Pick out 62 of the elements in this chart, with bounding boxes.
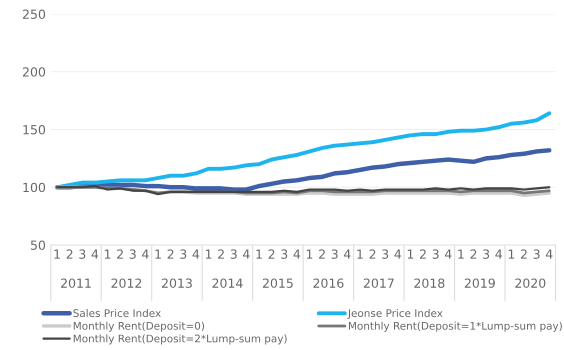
x-tick-label: 3 — [281, 249, 288, 259]
text: 2015 — [262, 278, 293, 288]
text: 2012 — [111, 278, 142, 288]
x-tick-label: 4 — [444, 250, 452, 259]
x-tick-label: 3 — [79, 249, 86, 259]
text: 2020 — [515, 278, 546, 288]
x-tick-label: 3 — [382, 249, 388, 259]
x-tick-label: 3 — [432, 249, 439, 259]
x-tick-label: 4 — [293, 250, 300, 259]
x-tick-label: 4 — [142, 250, 149, 259]
x-tick-label: 2 — [168, 249, 174, 259]
x-tick-label: 1 — [104, 250, 110, 259]
x-tick-label: 1 — [306, 250, 312, 259]
x-tick-label: 1 — [54, 250, 60, 259]
y-tick-label: 150 — [23, 124, 46, 134]
x-tick-label: 2 — [117, 249, 123, 259]
line-series — [54, 148, 552, 192]
x-tick-label: 4 — [192, 250, 200, 259]
x-tick-label: 2 — [520, 249, 527, 259]
x-tick-label: 3 — [130, 249, 136, 259]
x-tick-label: 2 — [369, 249, 376, 259]
x-tick-label: 3 — [483, 249, 490, 259]
text: 2011 — [61, 278, 91, 288]
legend-label: Monthly Rent(Deposit=1*Lump-sum pay) — [348, 322, 562, 332]
y-tick-label: 100 — [23, 182, 46, 192]
x-tick-label: 4 — [242, 250, 250, 259]
x-tick-label: 4 — [344, 250, 351, 259]
x-tick-label: 4 — [92, 250, 98, 259]
y-tick-label: 250 — [22, 9, 46, 19]
x-tick-label: 1 — [357, 250, 363, 259]
x-tick-label: 4 — [495, 250, 502, 259]
text: 2017 — [364, 278, 394, 288]
x-tick-label: 2 — [319, 249, 325, 259]
x-tick-label: 1 — [458, 250, 464, 259]
x-tick-label: 4 — [546, 250, 553, 259]
text: 2016 — [313, 278, 344, 288]
legend-label: Sales Price Index — [73, 309, 161, 318]
text: 2019 — [464, 278, 495, 288]
legend-label: Monthly Rent(Deposit=2*Lump-sum pay) — [74, 334, 287, 344]
x-tick-label: 3 — [180, 249, 186, 259]
x-tick-label: 2 — [218, 249, 224, 259]
x-tick-label: 1 — [408, 250, 414, 259]
line-series — [55, 111, 552, 190]
x-tick-label: 1 — [508, 250, 514, 259]
x-tick-label: 1 — [206, 250, 212, 259]
x-tick-label: 2 — [420, 249, 426, 259]
text: 2014 — [212, 278, 243, 288]
x-tick-label: 3 — [332, 249, 338, 259]
y-tick-label: 200 — [22, 67, 46, 77]
text: 2018 — [414, 278, 444, 288]
x-tick-label: 2 — [268, 249, 274, 259]
legend-label: Jeonse Price Index — [347, 309, 443, 319]
x-tick-label: 1 — [155, 250, 161, 259]
legend-label: Monthly Rent(Deposit=0) — [74, 322, 204, 332]
text: 2013 — [162, 278, 192, 288]
y-tick-label: 50 — [30, 240, 46, 250]
x-tick-label: 2 — [66, 249, 72, 259]
x-tick-label: 4 — [394, 250, 402, 259]
x-tick-label: 3 — [230, 249, 237, 259]
x-tick-label: 2 — [470, 249, 476, 259]
x-tick-label: 3 — [534, 249, 540, 259]
x-tick-label: 1 — [256, 250, 262, 259]
